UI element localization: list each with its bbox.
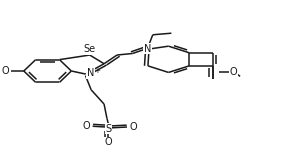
Text: O: O [82,121,90,131]
Text: O: O [229,67,237,77]
Text: O: O [104,137,112,147]
Text: O: O [2,66,10,76]
Text: Se: Se [84,44,96,54]
Text: N: N [144,44,151,54]
Text: N: N [87,68,94,78]
Text: +: + [95,68,100,74]
Text: O: O [129,122,137,132]
Text: S: S [105,124,111,134]
